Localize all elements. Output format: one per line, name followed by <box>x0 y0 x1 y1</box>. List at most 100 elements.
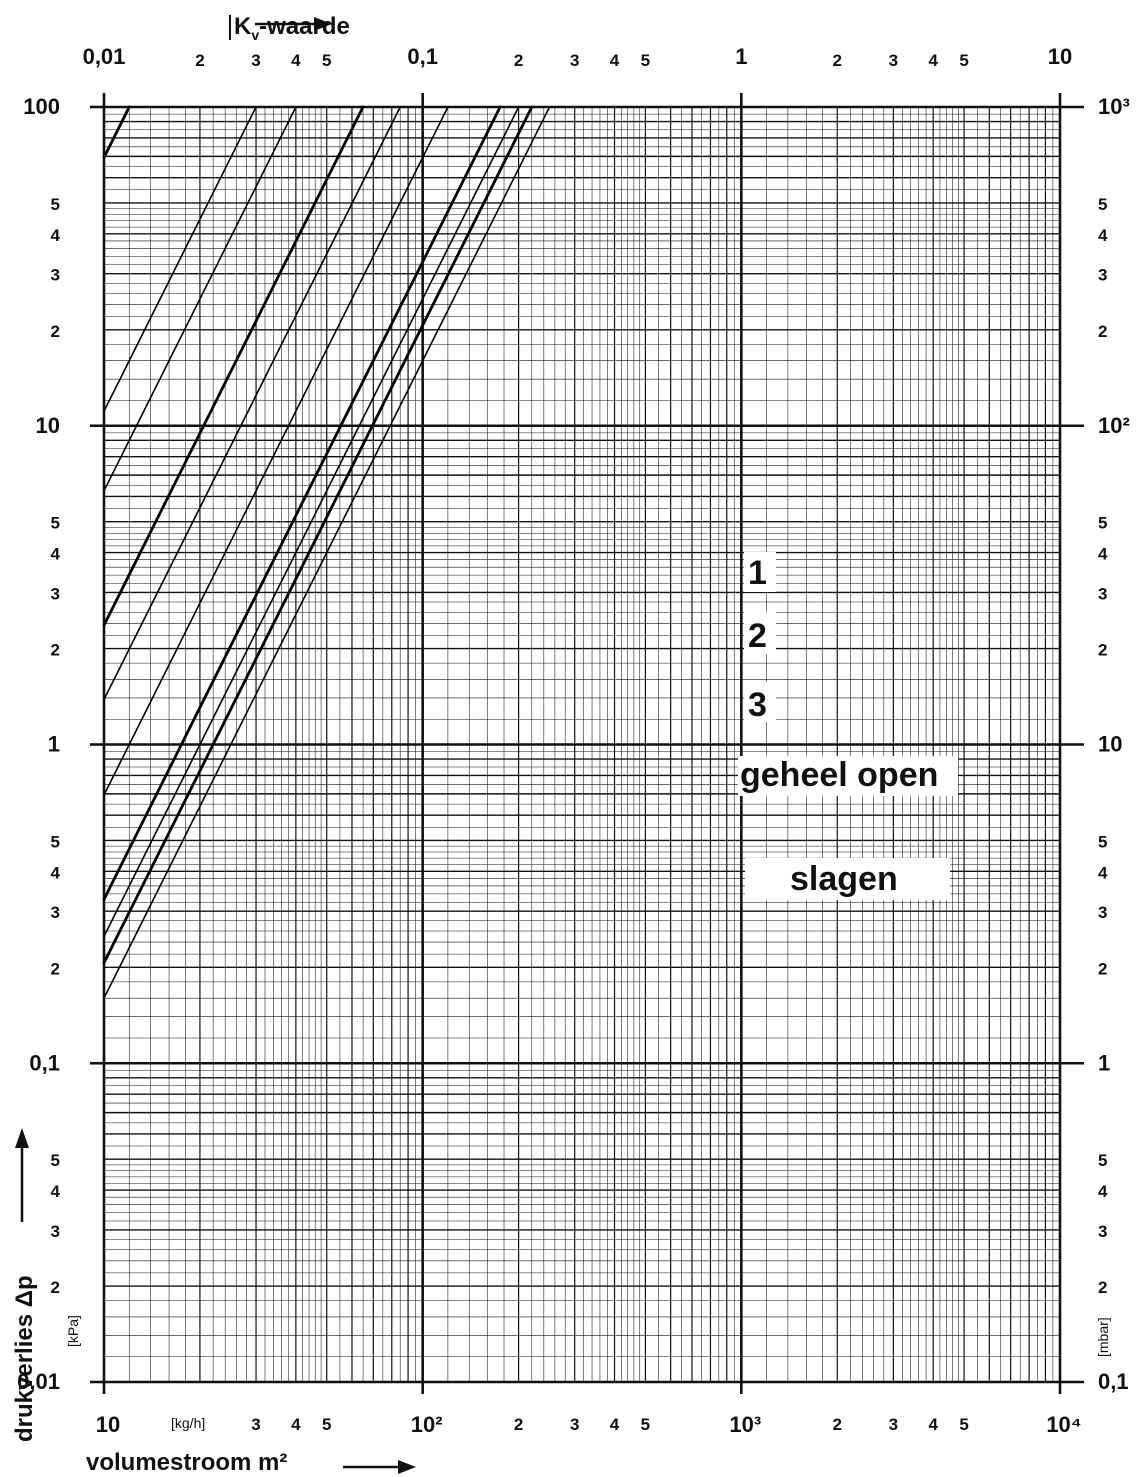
tick-label-top: 0,01 <box>83 44 126 69</box>
turns-label-2: 2 <box>748 617 767 655</box>
tick-label-left: 3 <box>51 584 60 603</box>
tick-label-top: 3 <box>570 51 579 70</box>
tick-label-top: 5 <box>322 51 331 70</box>
tick-label-bottom: 5 <box>322 1415 331 1434</box>
tick-label-right: 4 <box>1098 226 1108 245</box>
tick-label-top: 1 <box>735 44 747 69</box>
tick-label-left: 4 <box>51 1182 61 1201</box>
tick-label-bottom: 4 <box>291 1415 301 1434</box>
tick-label-top: 3 <box>889 51 898 70</box>
tick-label-right: 2 <box>1098 322 1107 341</box>
tick-label-left: 3 <box>51 1222 60 1241</box>
tick-label-left: 0,1 <box>29 1050 60 1075</box>
tick-label-bottom: 2 <box>514 1415 523 1434</box>
tick-label-left: 1 <box>48 732 60 757</box>
turns-label-1: 1 <box>748 554 767 592</box>
tick-label-bottom: 10² <box>411 1412 443 1437</box>
tick-label-top: 0,1 <box>407 44 438 69</box>
tick-label-right: 1 <box>1098 1050 1110 1075</box>
tick-label-top: 3 <box>251 51 260 70</box>
kv-line-9 <box>102 105 534 965</box>
tick-label-right: 3 <box>1098 266 1107 285</box>
tick-label-left: 0,01 <box>17 1369 60 1394</box>
tick-label-right: 2 <box>1098 1278 1107 1297</box>
tick-label-bottom: 5 <box>641 1415 650 1434</box>
tick-label-left: 5 <box>51 832 60 851</box>
tick-label-bottom: 3 <box>889 1415 898 1434</box>
tick-label-left: 2 <box>51 641 60 660</box>
tick-label-bottom: 4 <box>928 1415 938 1434</box>
kv-arrow-head <box>314 17 332 31</box>
tick-label-right: 4 <box>1098 1182 1108 1201</box>
tick-label-left: 10 <box>36 413 60 438</box>
tick-label-bottom: 2 <box>833 1415 842 1434</box>
tick-label-bottom: 10³ <box>729 1412 761 1437</box>
tick-label-right: 2 <box>1098 641 1107 660</box>
tick-label-bottom: 3 <box>251 1415 260 1434</box>
tick-label-top: 5 <box>959 51 968 70</box>
tick-label-right: 10² <box>1098 413 1130 438</box>
label-slagen: slagen <box>790 860 898 898</box>
label-bg-open <box>738 756 958 796</box>
tick-label-right: 4 <box>1098 863 1108 882</box>
kv-axis-title: Kv-waarde <box>234 13 350 43</box>
tick-label-right: 5 <box>1098 195 1107 214</box>
annotations: 1 2 3 geheel open slagen <box>738 552 958 900</box>
tick-label-bottom: 4 <box>610 1415 620 1434</box>
tick-label-right: 3 <box>1098 903 1107 922</box>
kv-line-8 <box>103 106 520 938</box>
label-bg-slagen <box>745 858 950 900</box>
pressure-arrow-head <box>15 1128 29 1148</box>
kv-lines <box>102 105 551 1000</box>
tick-label-top: 2 <box>833 51 842 70</box>
tick-label-right: 0,1 <box>1098 1369 1129 1394</box>
kv-line-5 <box>103 106 402 701</box>
label-bg-2 <box>744 612 776 654</box>
tick-label-top: 4 <box>928 51 938 70</box>
tick-label-left: 5 <box>51 195 60 214</box>
mbar-unit: [mbar] <box>1095 1317 1111 1357</box>
kv-line-3 <box>103 106 297 492</box>
flow-unit: [kg/h] <box>171 1415 205 1431</box>
tick-label-right: 3 <box>1098 584 1107 603</box>
kv-line-2 <box>103 106 257 413</box>
tick-label-right: 4 <box>1098 545 1108 564</box>
kv-line-4 <box>102 105 365 627</box>
tick-label-right: 5 <box>1098 832 1107 851</box>
tick-label-top: 2 <box>514 51 523 70</box>
turns-label-3: 3 <box>748 686 767 724</box>
tick-label-left: 100 <box>23 94 60 119</box>
tick-label-top: 2 <box>195 51 204 70</box>
tick-label-right: 3 <box>1098 1222 1107 1241</box>
label-bg-3 <box>744 682 776 722</box>
tick-label-bottom: 10 <box>96 1412 120 1437</box>
tick-label-left: 2 <box>51 959 60 978</box>
tick-label-top: 10 <box>1048 44 1072 69</box>
tick-label-left: 3 <box>51 903 60 922</box>
tick-label-right: 5 <box>1098 1151 1107 1170</box>
label-bg-1 <box>744 552 776 592</box>
tick-label-bottom: 10⁴ <box>1046 1412 1081 1437</box>
tick-label-left: 2 <box>51 1278 60 1297</box>
kv-line-1 <box>102 105 131 159</box>
flow-axis-title: volumestroom m² <box>86 1449 287 1476</box>
tick-label-left: 5 <box>51 1151 60 1170</box>
tick-label-left: 3 <box>51 266 60 285</box>
pressure-axis-title: drukverlies Δp <box>11 1275 38 1442</box>
kpa-unit: [kPa] <box>65 1315 81 1347</box>
tick-label-right: 10 <box>1098 732 1122 757</box>
tick-label-left: 4 <box>51 545 61 564</box>
kv-line-7 <box>102 105 502 901</box>
tick-labels: 0,01 2 3 4 5 0,1 2 3 4 5 1 2 3 4 5 10 10 3 4 5 10² 2 3 4 5 10³ 2 3 4… <box>17 44 1130 1437</box>
label-geheel-open: geheel open <box>740 756 938 794</box>
tick-label-left: 5 <box>51 514 60 533</box>
tick-label-top: 4 <box>291 51 301 70</box>
flow-arrow-head <box>398 1460 416 1474</box>
kv-line-6 <box>103 106 449 796</box>
tick-label-right: 5 <box>1098 514 1107 533</box>
tick-label-top: 5 <box>641 51 650 70</box>
grid-lines <box>90 93 1084 1394</box>
tick-label-left: 4 <box>51 226 61 245</box>
